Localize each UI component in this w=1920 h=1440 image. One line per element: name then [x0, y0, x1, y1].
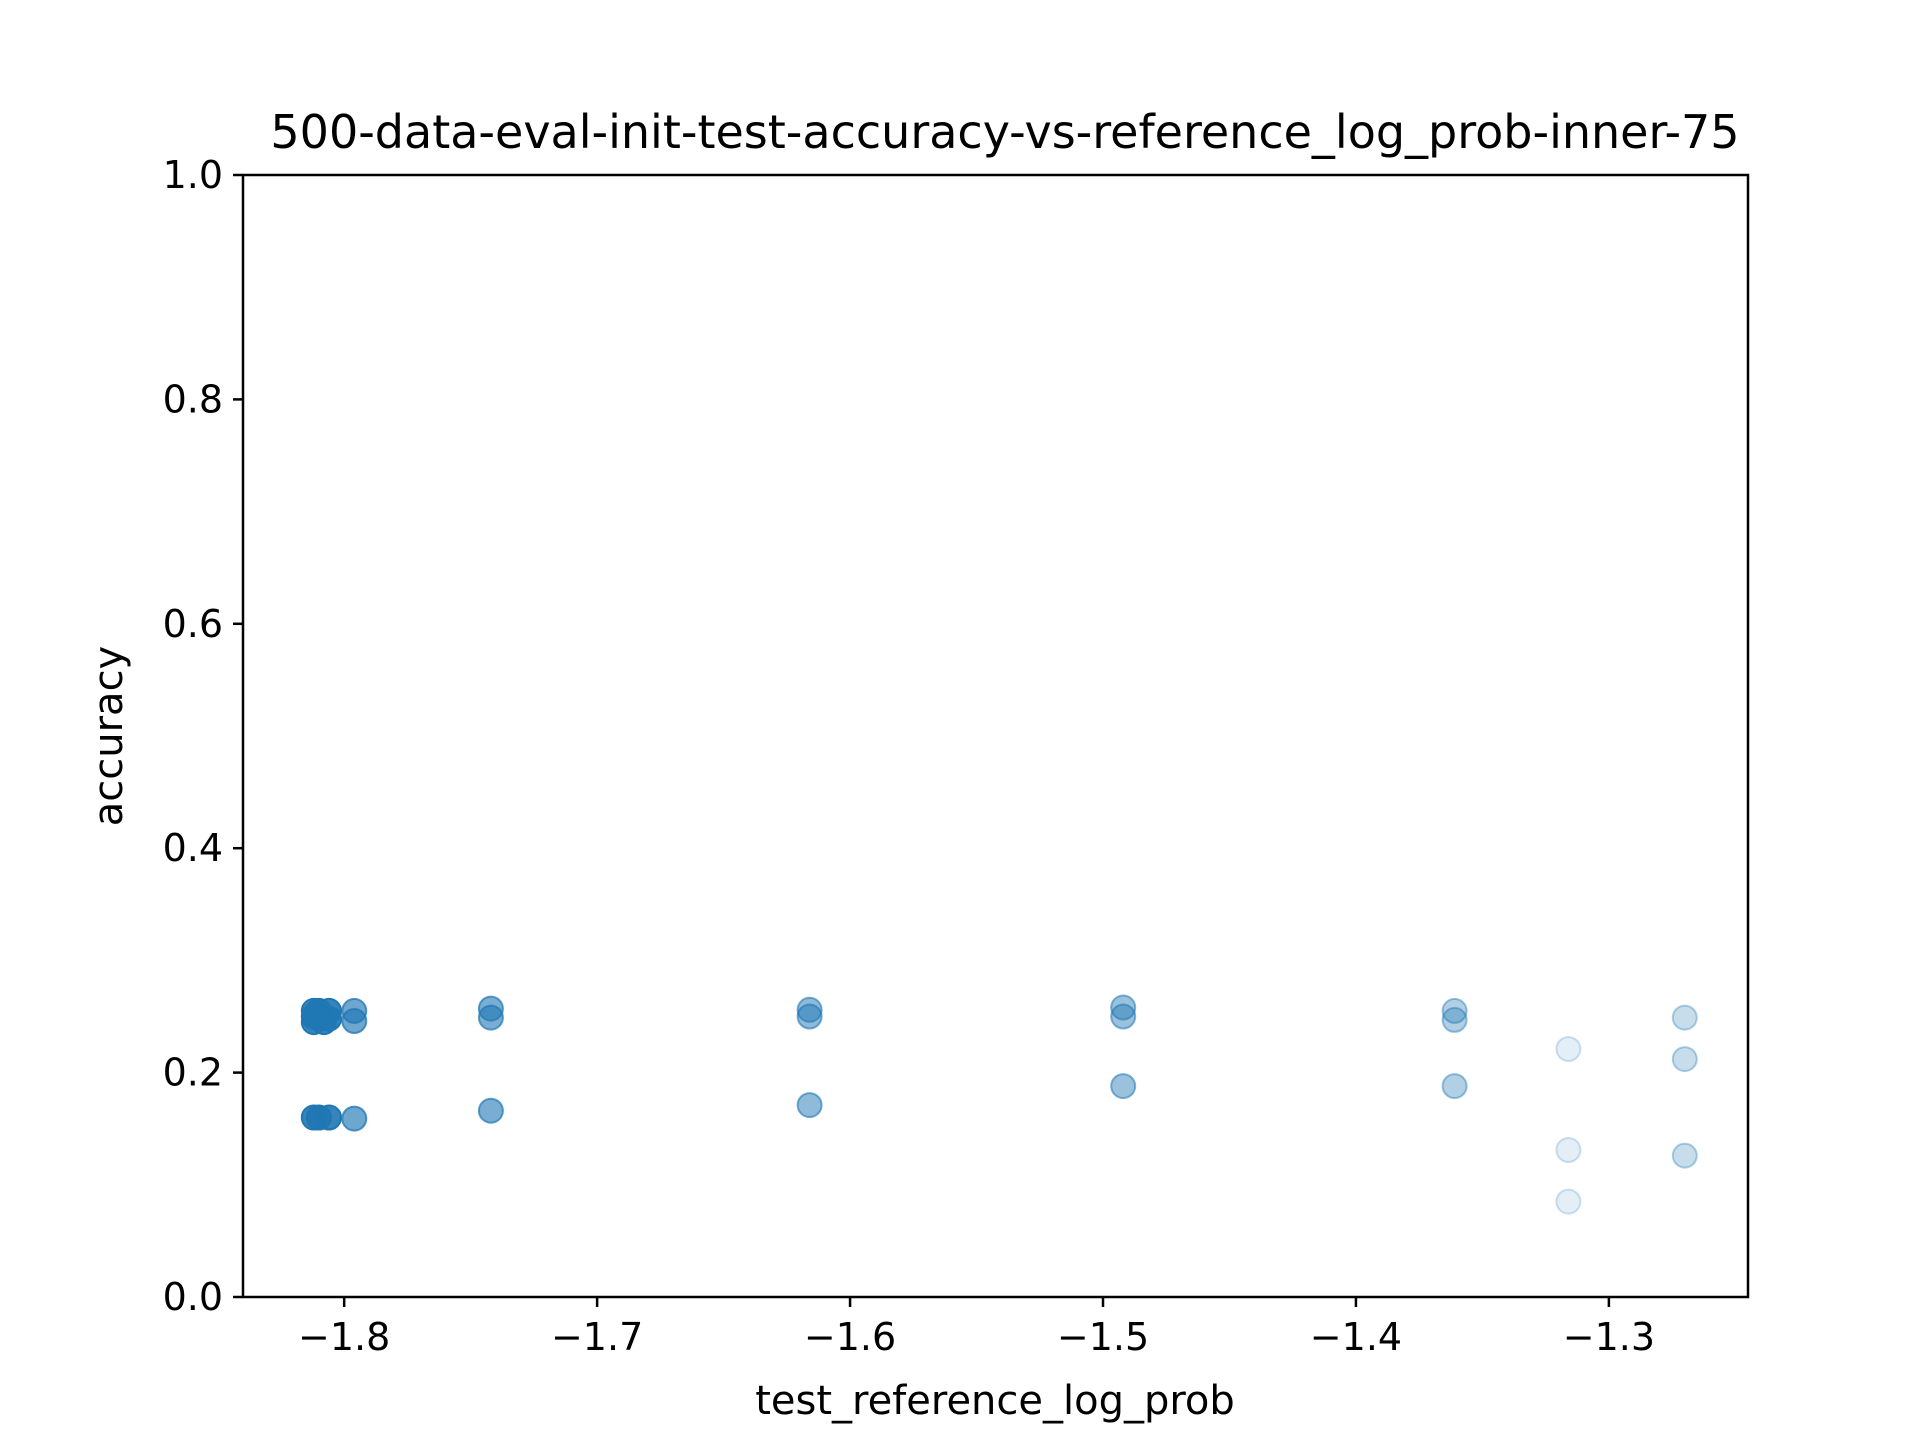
- points-layer: [300, 994, 1698, 1215]
- x-tick-label: −1.5: [1057, 1315, 1149, 1359]
- y-tick-label: 0.8: [163, 377, 223, 421]
- x-tick-label: −1.3: [1563, 1315, 1655, 1359]
- scatter-point: [1555, 1036, 1582, 1062]
- chart-title: 500-data-eval-init-test-accuracy-vs-refe…: [270, 105, 1739, 159]
- scatter-point: [316, 1005, 342, 1032]
- y-tick-label: 0.6: [163, 602, 223, 646]
- x-axis: −1.8 −1.7 −1.6 −1.5 −1.4 −1.3: [298, 1297, 1655, 1359]
- scatter-point: [1555, 1137, 1582, 1163]
- scatter-point: [1441, 1006, 1468, 1033]
- y-axis-label: accuracy: [86, 646, 132, 826]
- y-axis: 0.0 0.2 0.4 0.6 0.8 1.0: [163, 153, 243, 1319]
- x-tick-label: −1.6: [804, 1315, 896, 1359]
- scatter-point: [341, 1105, 368, 1132]
- scatter-point: [1110, 994, 1137, 1021]
- scatter-point: [1671, 1046, 1698, 1073]
- scatter-point: [1671, 1142, 1698, 1169]
- scatter-point: [477, 1004, 504, 1031]
- x-tick-label: −1.7: [551, 1315, 643, 1359]
- x-tick-label: −1.4: [1310, 1315, 1402, 1359]
- plot-area-frame: [241, 173, 1750, 1299]
- y-tick-label: 0.2: [163, 1051, 223, 1095]
- scatter-point: [1441, 997, 1468, 1024]
- scatter-point: [316, 1104, 342, 1131]
- scatter-point: [1110, 1073, 1137, 1100]
- scatter-point: [341, 1008, 368, 1034]
- x-axis-label: test_reference_log_prob: [755, 1378, 1235, 1424]
- y-tick-label: 0.0: [163, 1275, 223, 1319]
- x-tick-label: −1.8: [298, 1315, 390, 1359]
- scatter-point: [1671, 1004, 1698, 1031]
- scatter-point: [796, 1092, 823, 1119]
- scatter-point: [1441, 1073, 1468, 1100]
- y-tick-label: 1.0: [163, 153, 223, 197]
- scatter-point: [796, 1003, 823, 1030]
- y-tick-label: 0.4: [163, 826, 223, 870]
- scatter-point: [1110, 1003, 1137, 1030]
- scatter-point: [1555, 1188, 1582, 1215]
- scatter-point: [477, 1097, 504, 1124]
